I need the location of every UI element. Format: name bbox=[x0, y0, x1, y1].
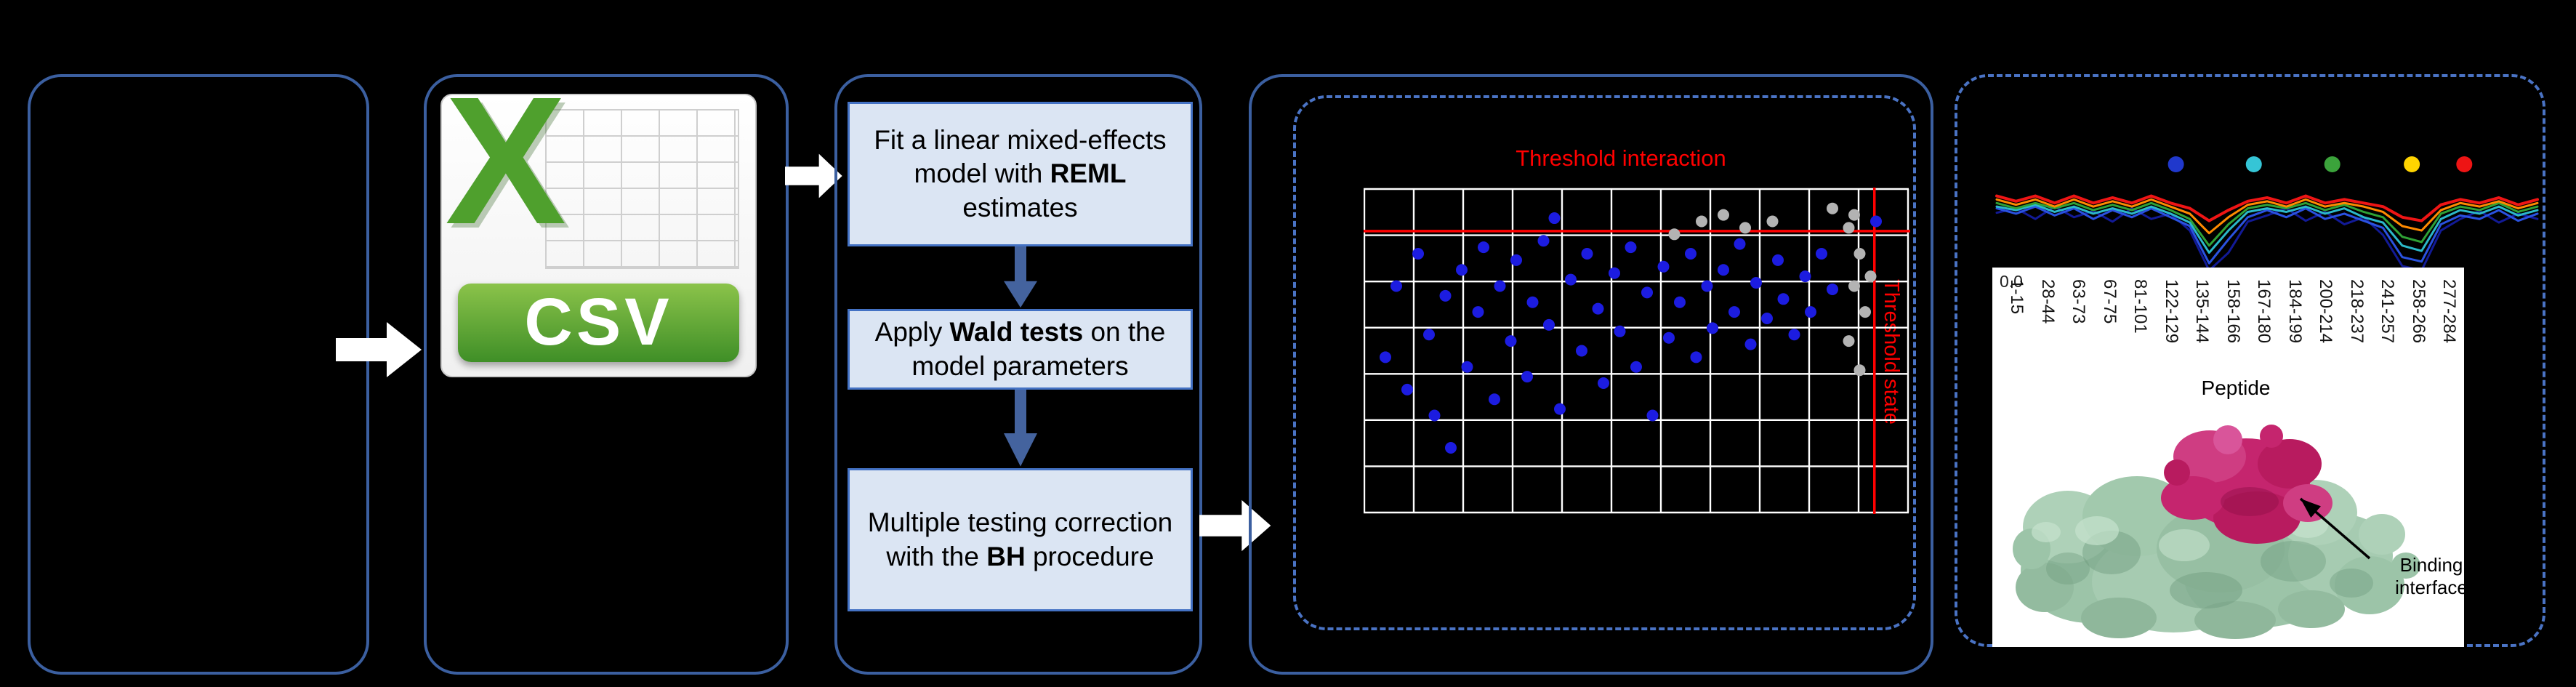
step-bold-wald: Wald tests bbox=[949, 316, 1084, 347]
panel-csv-file: X CSV bbox=[424, 70, 789, 675]
peptide-tick-label: 277-284 bbox=[2439, 279, 2459, 344]
binding-interface-region bbox=[2161, 425, 2333, 544]
panel-structure-mapping: 0.0 1-15 28-44 63-73 67-75 81-101 122-129 135-… bbox=[1955, 74, 2545, 647]
peptide-tick-label: 135-144 bbox=[2192, 279, 2212, 344]
results-dashed-container bbox=[1293, 95, 1916, 630]
flow-arrow-right-1 bbox=[336, 322, 422, 377]
csv-file-icon: X CSV bbox=[440, 70, 757, 377]
peptide-tick-label: 1-15 bbox=[2007, 279, 2026, 315]
panel-results-scatter: Threshold interaction Threshold state bbox=[1249, 74, 1933, 675]
step-fit-model: Fit a linear mixed-effects model with RE… bbox=[848, 102, 1193, 246]
flow-arrow-right-3 bbox=[1199, 499, 1271, 552]
step-wald-tests: Apply Wald tests on the model parameters bbox=[848, 309, 1193, 390]
peptide-tick-label: 200-214 bbox=[2316, 279, 2335, 344]
peptide-tick-label: 63-73 bbox=[2069, 279, 2088, 324]
peptide-tick-label: 184-199 bbox=[2285, 279, 2305, 344]
threshold-interaction-label: Threshold interaction bbox=[1516, 145, 1726, 171]
flow-arrow-right-2 bbox=[785, 153, 842, 198]
peptide-axis-title: Peptide bbox=[2201, 377, 2271, 399]
peptide-axis-labels: 1-15 28-44 63-73 67-75 81-101 122-129 135-144 1… bbox=[2007, 279, 2468, 388]
binding-interface-annotation: Binding interface bbox=[2395, 554, 2468, 599]
binding-interface-arrow bbox=[2299, 497, 2371, 560]
peptide-tick-label: 28-44 bbox=[2037, 279, 2058, 324]
panel-input bbox=[28, 74, 369, 675]
peptide-tick-label: 81-101 bbox=[2130, 279, 2150, 334]
step-multiple-testing-text: Multiple testing correction with the BH … bbox=[867, 507, 1173, 571]
peptide-tick-label: 258-266 bbox=[2408, 279, 2428, 344]
scatter-plot bbox=[1364, 188, 1910, 514]
step-wald-tests-text: Apply Wald tests on the model parameters bbox=[874, 316, 1166, 381]
spreadsheet-grid bbox=[545, 109, 740, 270]
uptake-line-plot bbox=[1995, 156, 2539, 272]
peptide-tick-label: 218-237 bbox=[2346, 279, 2367, 344]
protein-structure-image bbox=[2013, 425, 2420, 639]
peptide-tick-label: 158-166 bbox=[2223, 279, 2243, 344]
peptide-tick-label: 241-257 bbox=[2378, 279, 2397, 344]
peptide-tick-label: 122-129 bbox=[2161, 279, 2181, 344]
csv-label: CSV bbox=[524, 285, 673, 360]
protein-surface-green bbox=[2013, 476, 2420, 639]
panel-statistical-model: Fit a linear mixed-effects model with RE… bbox=[834, 74, 1202, 675]
step-down-arrow-2 bbox=[1004, 390, 1037, 467]
peptide-tick-label: 167-180 bbox=[2254, 279, 2274, 344]
step-multiple-testing: Multiple testing correction with the BH … bbox=[848, 468, 1193, 611]
y-axis-tick: 0.0 bbox=[2000, 272, 2023, 291]
step-down-arrow-1 bbox=[1004, 246, 1037, 308]
peptide-axis-panel: 0.0 1-15 28-44 63-73 67-75 81-101 122-129 135-… bbox=[1992, 268, 2468, 647]
step-fit-model-text: Fit a linear mixed-effects model with RE… bbox=[874, 124, 1167, 222]
csv-banner: CSV bbox=[457, 283, 740, 362]
peptide-tick-label: 67-75 bbox=[2099, 279, 2120, 324]
excel-x-logo: X bbox=[445, 59, 567, 262]
step-bold-bh: BH bbox=[986, 541, 1026, 571]
step-bold-reml: REML bbox=[1050, 158, 1127, 189]
